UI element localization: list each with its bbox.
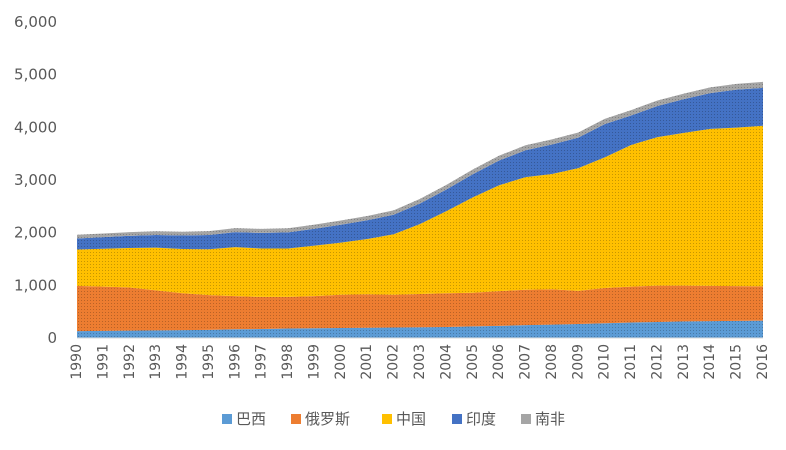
- x-tick-label: 2015: [729, 344, 745, 380]
- x-tick-label: 1990: [69, 344, 85, 380]
- y-tick-label: 1,000: [14, 276, 57, 294]
- x-tick-label: 1996: [227, 344, 243, 380]
- x-tick-label: 2006: [491, 344, 507, 380]
- y-tick-label: 6,000: [14, 13, 57, 31]
- legend-swatch: [222, 414, 232, 424]
- x-tick-label: 2008: [544, 344, 560, 380]
- y-tick-label: 5,000: [14, 66, 57, 84]
- x-tick-label: 2002: [386, 344, 402, 380]
- legend-label: 中国: [396, 410, 426, 428]
- legend-label: 印度: [466, 410, 496, 428]
- y-tick-label: 0: [47, 329, 57, 347]
- x-tick-label: 1999: [306, 344, 322, 380]
- x-tick-label: 2007: [518, 344, 534, 380]
- x-tick-label: 2005: [465, 344, 481, 380]
- y-tick-label: 3,000: [14, 171, 57, 189]
- x-tick-label: 2014: [702, 344, 718, 380]
- legend-label: 巴西: [236, 410, 266, 428]
- legend-swatch: [521, 414, 531, 424]
- x-tick-label: 1992: [122, 344, 138, 380]
- legend: 巴西 俄罗斯 中国 印度 南非: [222, 410, 565, 428]
- x-tick-label: 2013: [676, 344, 692, 380]
- x-tick-label: 2001: [359, 344, 375, 380]
- x-tick-label: 2010: [597, 344, 613, 380]
- area-印度-texture: [77, 87, 763, 250]
- legend-label: 南非: [535, 410, 565, 428]
- x-tick-label: 1993: [148, 344, 164, 380]
- legend-swatch: [291, 414, 301, 424]
- area-series-group: [77, 81, 763, 338]
- area-巴西-texture: [77, 320, 763, 338]
- x-tick-label: 1997: [254, 344, 270, 380]
- x-tick-label: 2003: [412, 344, 428, 380]
- x-tick-label: 1994: [175, 344, 191, 380]
- x-tick-label: 2016: [755, 344, 771, 380]
- x-tick-label: 1991: [95, 344, 111, 380]
- legend-swatch: [452, 414, 462, 424]
- legend-label: 俄罗斯: [305, 410, 350, 428]
- y-axis: 0 1,000 2,000 3,000 4,000 5,000 6,000: [14, 13, 57, 347]
- x-tick-label: 1995: [201, 344, 217, 380]
- area-俄罗斯-texture: [77, 285, 763, 332]
- x-tick-label: 2012: [649, 344, 665, 380]
- area-中国-texture: [77, 125, 763, 297]
- y-tick-label: 4,000: [14, 118, 57, 136]
- x-tick-label: 2004: [438, 344, 454, 380]
- x-tick-label: 2011: [623, 344, 639, 380]
- y-tick-label: 2,000: [14, 224, 57, 242]
- legend-swatch: [382, 414, 392, 424]
- x-tick-label: 1998: [280, 344, 296, 380]
- x-tick-label: 2009: [570, 344, 586, 380]
- x-tick-label: 2000: [333, 344, 349, 380]
- x-axis: 1990 1991 1992 1993 1994 1995 1996 1997 1998 1999…: [69, 337, 771, 380]
